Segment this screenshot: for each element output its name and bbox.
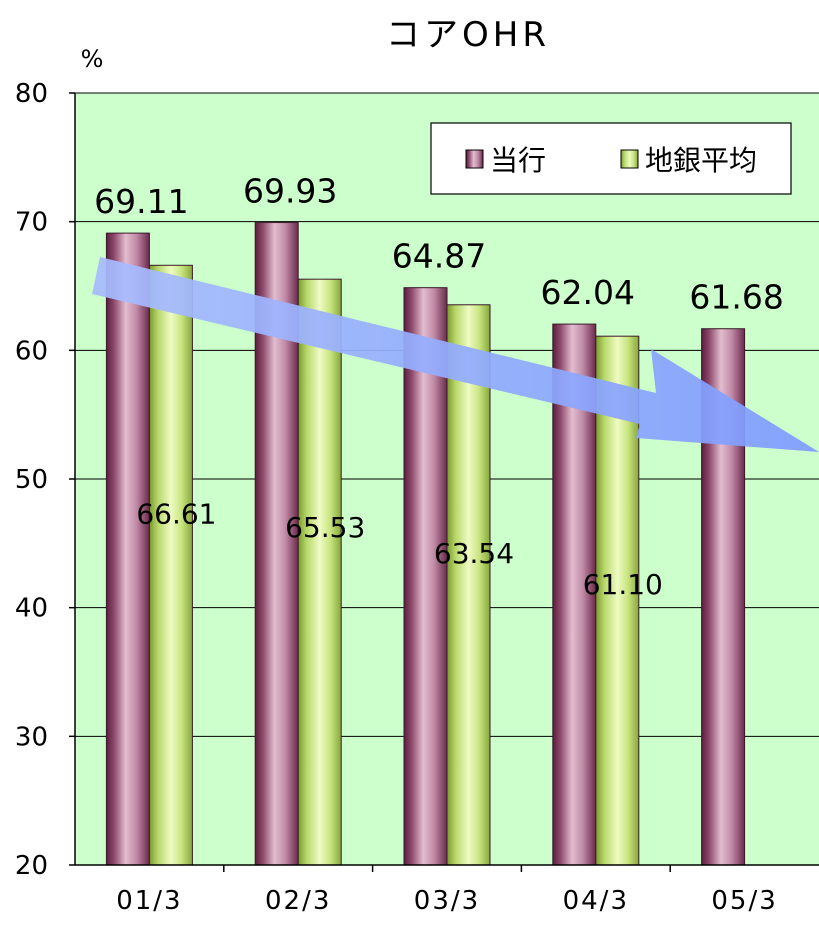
bar-tougyo — [552, 323, 597, 866]
legend-swatch-chigin — [620, 149, 639, 169]
y-axis-ticks: 20 30 40 50 60 70 80 — [15, 79, 75, 881]
x-tick-label: 01/3 — [116, 886, 182, 916]
bar-chigin — [446, 304, 491, 866]
bar-tougyo — [105, 232, 150, 866]
legend-box — [430, 122, 792, 195]
bar-chigin — [148, 264, 193, 866]
x-axis-ticks: 01/3 02/3 03/3 04/3 05/3 — [116, 865, 777, 916]
y-tick-label: 80 — [15, 79, 48, 109]
legend-swatch-tougyo — [465, 149, 484, 169]
y-tick-label: 50 — [15, 465, 48, 495]
bars — [105, 222, 746, 866]
trend-arrow — [92, 257, 819, 452]
data-label-tougyo: 69.11 — [94, 182, 188, 221]
chart-title: コアOHR — [386, 15, 550, 55]
data-label-chigin: 66.61 — [136, 497, 216, 530]
data-label-chigin: 65.53 — [285, 511, 365, 544]
data-label-tougyo: 61.68 — [689, 278, 783, 317]
y-tick-label: 20 — [15, 851, 48, 881]
legend: 当行 地銀平均 — [430, 122, 792, 195]
y-tick-label: 60 — [15, 336, 48, 366]
bar-chigin — [595, 335, 640, 866]
x-tick-label: 03/3 — [414, 886, 480, 916]
legend-label-chigin: 地銀平均 — [645, 144, 757, 177]
bar-labels: 69.11 69.93 64.87 62.04 61.68 66.61 65.53 63.54… — [94, 172, 784, 602]
data-label-chigin: 61.10 — [583, 568, 663, 601]
y-axis-unit: % — [81, 45, 104, 73]
y-tick-label: 40 — [15, 594, 48, 624]
x-tick-label: 02/3 — [265, 886, 331, 916]
data-label-chigin: 63.54 — [434, 537, 514, 570]
y-tick-label: 30 — [15, 722, 48, 752]
data-label-tougyo: 69.93 — [243, 172, 337, 211]
x-tick-label: 04/3 — [563, 886, 629, 916]
data-label-tougyo: 62.04 — [541, 273, 635, 312]
bar-chigin — [297, 278, 342, 866]
x-tick-label: 05/3 — [711, 886, 777, 916]
legend-label-tougyo: 当行 — [490, 144, 546, 177]
data-label-tougyo: 64.87 — [392, 237, 486, 276]
y-tick-label: 70 — [15, 208, 48, 238]
